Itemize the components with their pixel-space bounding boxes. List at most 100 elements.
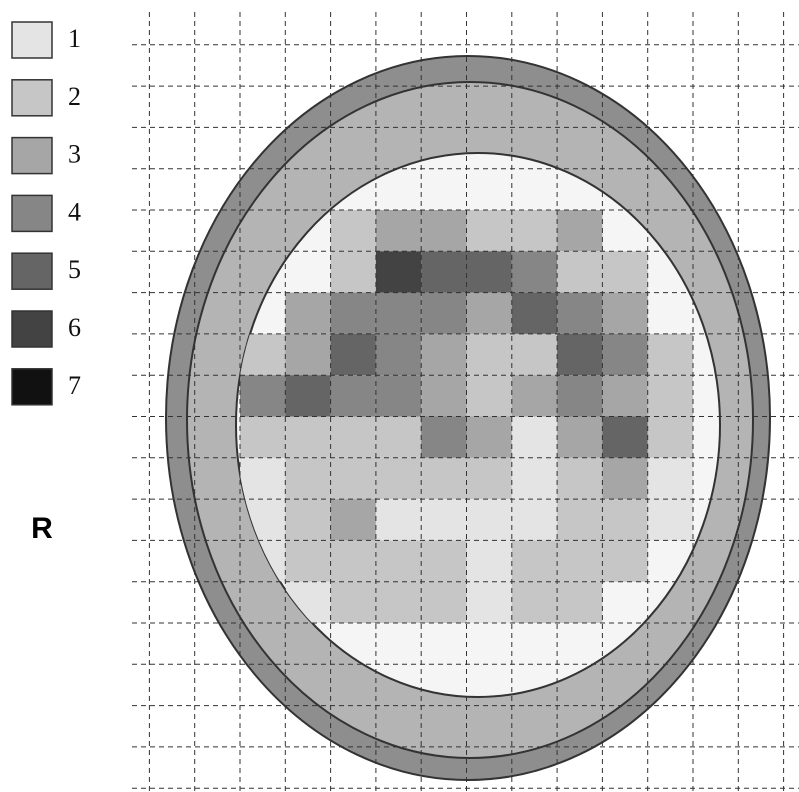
cell (331, 210, 376, 251)
cell (648, 375, 693, 416)
cell (376, 293, 421, 334)
cell (421, 334, 466, 375)
cell (376, 375, 421, 416)
cell (421, 582, 466, 623)
legend-swatch (12, 22, 52, 58)
cell (648, 458, 693, 499)
cell (285, 334, 330, 375)
cell (331, 417, 376, 458)
legend-swatch (12, 195, 52, 231)
cell (512, 334, 557, 375)
cell (376, 251, 421, 292)
side-label: R (31, 512, 53, 545)
cell (467, 375, 512, 416)
cell (285, 375, 330, 416)
cell (376, 417, 421, 458)
cell (421, 293, 466, 334)
cell (331, 375, 376, 416)
cell (467, 334, 512, 375)
cell (467, 210, 512, 251)
cell (648, 417, 693, 458)
cell (467, 499, 512, 540)
cell (331, 251, 376, 292)
cell (467, 293, 512, 334)
cell (512, 458, 557, 499)
legend-label: 7 (68, 371, 81, 400)
cell (240, 417, 285, 458)
cell (512, 210, 557, 251)
cell (557, 499, 602, 540)
cell (331, 334, 376, 375)
cell (557, 582, 602, 623)
cell (421, 210, 466, 251)
legend-swatch (12, 80, 52, 116)
cell (512, 499, 557, 540)
cell (376, 334, 421, 375)
cell (285, 540, 330, 581)
cell (421, 375, 466, 416)
cell (648, 334, 693, 375)
cell (331, 582, 376, 623)
cell (648, 499, 693, 540)
cell (602, 251, 647, 292)
cell (557, 417, 602, 458)
cell (557, 334, 602, 375)
cell (421, 540, 466, 581)
cell (421, 458, 466, 499)
cell (285, 458, 330, 499)
cell (602, 334, 647, 375)
cell (602, 293, 647, 334)
cell (421, 499, 466, 540)
cell (285, 417, 330, 458)
legend-label: 1 (68, 24, 81, 53)
cell (240, 458, 285, 499)
cell (331, 458, 376, 499)
legend: 1 2 3 4 5 6 7 (12, 22, 81, 405)
figure: 1 2 3 4 5 6 7 R (0, 0, 799, 792)
cell (240, 375, 285, 416)
cell (376, 210, 421, 251)
cell (512, 417, 557, 458)
cell (467, 458, 512, 499)
cell (467, 417, 512, 458)
cell (602, 417, 647, 458)
cell (421, 417, 466, 458)
cell (512, 582, 557, 623)
cell (512, 375, 557, 416)
cell (376, 458, 421, 499)
legend-label: 4 (68, 197, 81, 226)
cell (467, 540, 512, 581)
legend-label: 3 (68, 140, 81, 169)
legend-label: 5 (68, 255, 81, 284)
cell (285, 499, 330, 540)
cell (602, 458, 647, 499)
legend-swatch (12, 311, 52, 347)
cell (602, 375, 647, 416)
cell (285, 293, 330, 334)
cell (557, 458, 602, 499)
cell (557, 540, 602, 581)
legend-swatch (12, 369, 52, 405)
cell (331, 499, 376, 540)
cell (467, 251, 512, 292)
cell (602, 540, 647, 581)
cell (557, 210, 602, 251)
cell (331, 540, 376, 581)
cell (467, 582, 512, 623)
cell (602, 499, 647, 540)
cell (376, 499, 421, 540)
legend-label: 2 (68, 82, 81, 111)
cell (376, 582, 421, 623)
cell (557, 293, 602, 334)
cell (331, 293, 376, 334)
legend-swatch (12, 138, 52, 174)
legend-label: 6 (68, 313, 81, 342)
cell (512, 251, 557, 292)
legend-swatch (12, 253, 52, 289)
cell (512, 540, 557, 581)
cell (557, 251, 602, 292)
cell (512, 293, 557, 334)
cell (376, 540, 421, 581)
cell (421, 251, 466, 292)
cell (557, 375, 602, 416)
